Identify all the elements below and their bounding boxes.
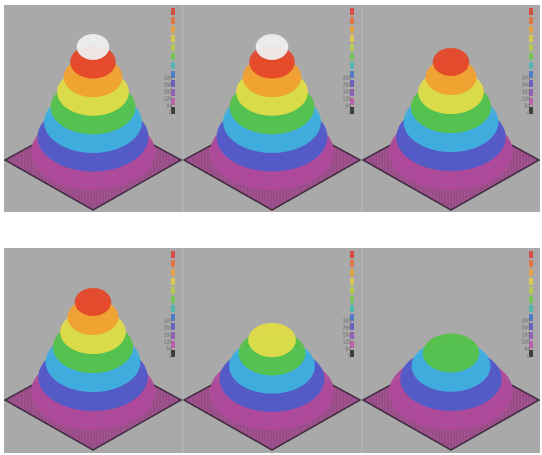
colorbar-cell	[529, 35, 533, 42]
colorbar-label: 64	[524, 103, 530, 109]
colorbar-label: 128	[164, 96, 173, 102]
colorbar-label: 64	[166, 346, 172, 352]
colorbar-cell	[171, 251, 175, 258]
colorbar-label: 0	[169, 110, 172, 116]
surface-band	[423, 334, 479, 373]
colorbar-label: 128	[343, 96, 352, 102]
colorbar-label: 64	[345, 346, 351, 352]
colorbar-cell	[171, 287, 175, 294]
colorbar-cell	[529, 269, 533, 276]
colorbar-cell	[529, 8, 533, 15]
colorbar-cell	[350, 260, 354, 267]
colorbar-cell	[350, 251, 354, 258]
colorbar-cell	[171, 53, 175, 60]
colorbar-label: 192	[343, 89, 352, 95]
colorbar-label: 64	[166, 103, 172, 109]
colorbar-cell	[350, 53, 354, 60]
colorbar-cell	[171, 296, 175, 303]
colorbar-label: 0	[527, 110, 530, 116]
colorbar-label: 256	[522, 325, 531, 331]
colorbar-label: 320	[164, 75, 173, 81]
colorbar-label: 192	[343, 332, 352, 338]
colorbar-label: 192	[164, 89, 173, 95]
colorbar-cell	[171, 8, 175, 15]
surface-band	[433, 48, 469, 76]
colorbar-cell	[529, 296, 533, 303]
colorbar-label: 320	[343, 318, 352, 324]
colorbar-label: 256	[343, 82, 352, 88]
colorbar-cell	[529, 278, 533, 285]
colorbar-label: 256	[164, 325, 173, 331]
colorbar-cell	[529, 26, 533, 33]
colorbar-label: 192	[522, 89, 531, 95]
colorbar-cell	[350, 8, 354, 15]
colorbar-label: 320	[164, 318, 173, 324]
colorbar-cell	[350, 296, 354, 303]
colorbar-label: 64	[524, 346, 530, 352]
colorbar-cell	[171, 44, 175, 51]
colorbar-cell	[350, 278, 354, 285]
colorbar-label: 128	[522, 339, 531, 345]
colorbar-label: 320	[522, 75, 531, 81]
colorbar-cell	[171, 35, 175, 42]
surface-band	[77, 34, 110, 60]
colorbar-cell	[171, 278, 175, 285]
colorbar-label: 0	[348, 110, 351, 116]
colorbar-cell	[529, 251, 533, 258]
colorbar-label: 0	[169, 353, 172, 359]
colorbar-cell	[171, 269, 175, 276]
colorbar-label: 192	[164, 332, 173, 338]
colorbar-cell	[350, 17, 354, 24]
colorbar-label: 256	[164, 82, 173, 88]
surface-band	[256, 34, 289, 60]
colorbar-cell	[171, 26, 175, 33]
colorbar-label: 320	[343, 75, 352, 81]
colorbar-label: 0	[348, 353, 351, 359]
colorbar-cell	[529, 305, 533, 312]
colorbar-cell	[529, 287, 533, 294]
colorbar-cell	[350, 269, 354, 276]
colorbar-cell	[171, 62, 175, 69]
figure: 3202561921286403202561921286403202561921…	[0, 0, 542, 455]
surface-band	[75, 288, 111, 316]
colorbar-label: 128	[164, 339, 173, 345]
colorbar-cell	[350, 305, 354, 312]
colorbar-cell	[529, 53, 533, 60]
colorbar-cell	[171, 305, 175, 312]
colorbar-cell	[350, 26, 354, 33]
colorbar-cell	[171, 17, 175, 24]
colorbar-cell	[350, 62, 354, 69]
colorbar-cell	[350, 35, 354, 42]
colorbar-label: 64	[345, 103, 351, 109]
colorbar-cell	[350, 44, 354, 51]
surface-band	[248, 323, 296, 357]
colorbar-cell	[350, 287, 354, 294]
colorbar-label: 128	[343, 339, 352, 345]
colorbar-cell	[529, 17, 533, 24]
colorbar-cell	[529, 62, 533, 69]
colorbar-label: 256	[343, 325, 352, 331]
colorbar-cell	[529, 44, 533, 51]
colorbar-cell	[529, 260, 533, 267]
colorbar-label: 256	[522, 82, 531, 88]
colorbar-label: 128	[522, 96, 531, 102]
colorbar-cell	[171, 260, 175, 267]
colorbar-label: 0	[527, 353, 530, 359]
colorbar-label: 320	[522, 318, 531, 324]
colorbar-label: 192	[522, 332, 531, 338]
